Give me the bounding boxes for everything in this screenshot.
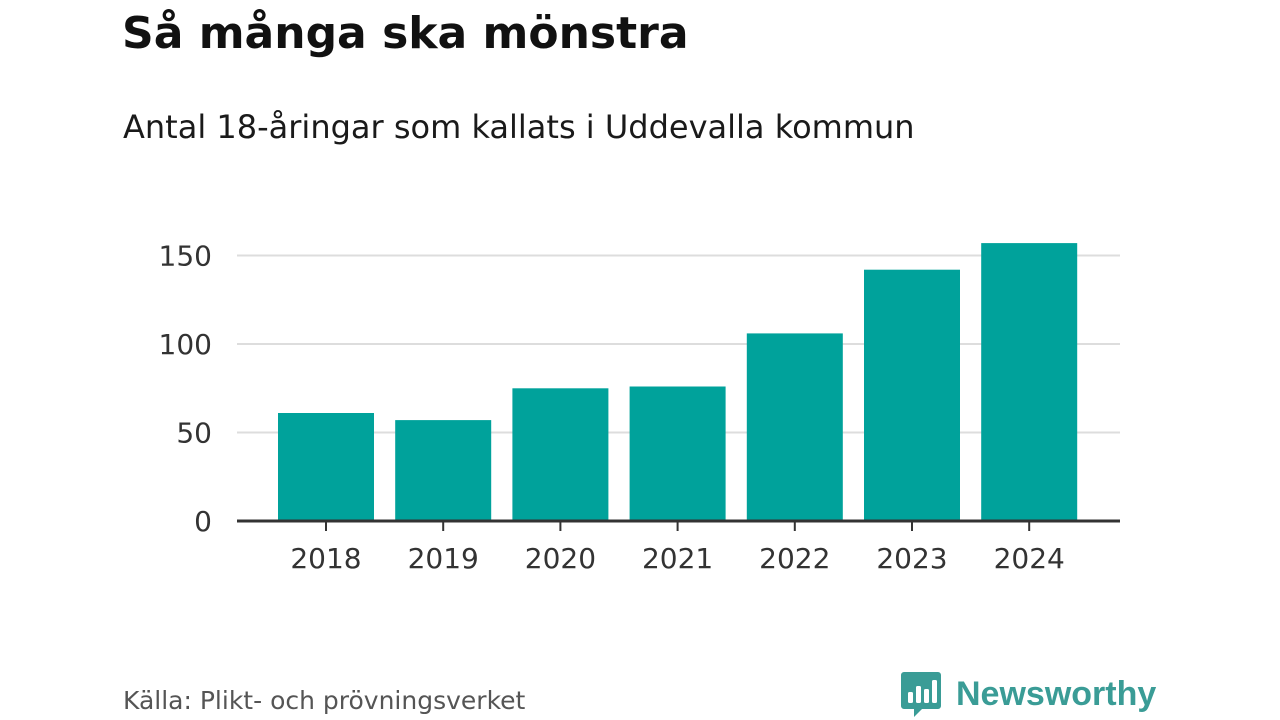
y-tick-label-0: 0 <box>194 505 212 538</box>
bar-2020 <box>512 388 609 522</box>
x-tick-label-2019: 2019 <box>408 542 479 575</box>
bar-2018 <box>278 413 374 521</box>
y-tick-label-100: 100 <box>159 328 212 361</box>
chart-title: Så många ska mönstra <box>122 8 689 59</box>
x-tick-label-2024: 2024 <box>994 542 1065 575</box>
bar-2022 <box>746 333 843 521</box>
x-tick-label-2023: 2023 <box>876 542 947 575</box>
newsworthy-logo-icon <box>901 672 941 717</box>
x-tick-label-2020: 2020 <box>525 542 596 575</box>
bar-2021 <box>629 386 726 521</box>
bar-2019 <box>395 420 492 521</box>
brand-name: Newsworthy <box>956 674 1157 713</box>
source-note: Källa: Plikt- och prövningsverket <box>123 686 526 715</box>
x-tick-label-2018: 2018 <box>290 542 361 575</box>
x-tick-label-2022: 2022 <box>759 542 830 575</box>
bar-2023 <box>864 269 960 521</box>
newsworthy-logo: Newsworthy <box>900 670 1156 718</box>
x-tick-label-2021: 2021 <box>642 542 713 575</box>
y-axis-ticks: 0 50 100 150 <box>159 240 212 539</box>
y-tick-label-150: 150 <box>159 240 212 273</box>
y-tick-label-50: 50 <box>176 417 212 450</box>
bar-2024 <box>981 243 1078 521</box>
x-axis-ticks: 2018 2019 2020 2021 2022 2023 2024 <box>290 521 1065 575</box>
bars <box>278 243 1078 522</box>
chart-subtitle: Antal 18-åringar som kallats i Uddevalla… <box>123 108 915 146</box>
